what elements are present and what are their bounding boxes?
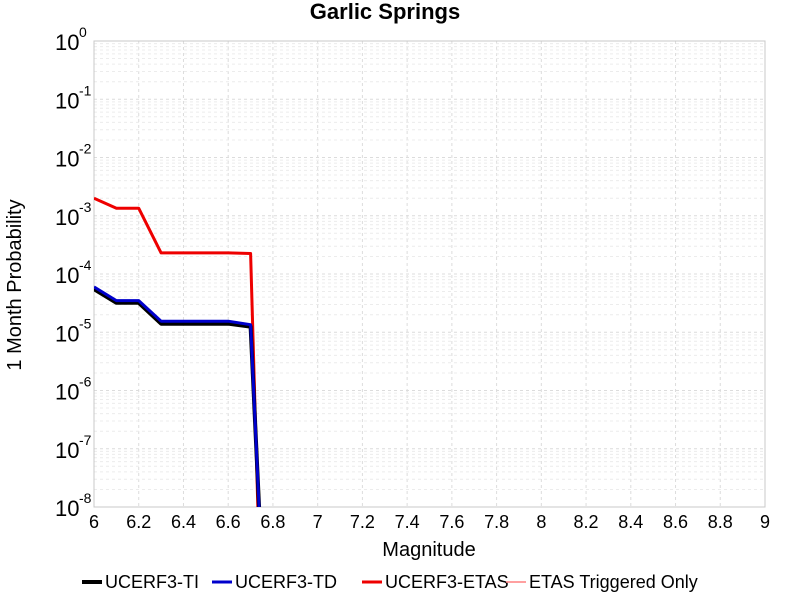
plot-frame bbox=[93, 40, 766, 508]
series-layer bbox=[94, 196, 262, 507]
legend: UCERF3-TI UCERF3-TD UCERF3-ETAS ETAS Trigge… bbox=[82, 572, 698, 592]
x-tick-label: 6.8 bbox=[260, 512, 285, 532]
x-tick-label: 8 bbox=[536, 512, 546, 532]
y-tick-base: 10 bbox=[55, 30, 79, 55]
y-tick-label: 10 -1 bbox=[55, 82, 92, 113]
y-tick-exponent: -2 bbox=[79, 141, 92, 157]
x-tick-label: 7.6 bbox=[439, 512, 464, 532]
x-tick-label: 6.4 bbox=[171, 512, 196, 532]
legend-label: UCERF3-TI bbox=[105, 572, 199, 592]
x-tick-label: 8.6 bbox=[663, 512, 688, 532]
y-tick-exponent: -6 bbox=[79, 374, 92, 390]
y-axis-label: 1 Month Probability bbox=[4, 199, 26, 370]
y-tick-exponent: -7 bbox=[79, 432, 92, 448]
x-tick-labels: 6 6.2 6.4 6.6 6.8 7 7.2 7.4 7.6 7.8 8 8.2 8.4 8.6 8.8 9 bbox=[89, 512, 770, 532]
x-tick-label: 7.8 bbox=[484, 512, 509, 532]
x-tick-label: 9 bbox=[760, 512, 770, 532]
y-tick-base: 10 bbox=[55, 205, 79, 230]
chart-title: Garlic Springs bbox=[310, 0, 460, 24]
y-tick-exponent: -3 bbox=[79, 199, 92, 215]
legend-label: UCERF3-ETAS bbox=[385, 572, 509, 592]
x-tick-label: 8.2 bbox=[574, 512, 599, 532]
y-tick-exponent: -4 bbox=[79, 257, 92, 273]
y-tick-exponent: -8 bbox=[79, 490, 92, 506]
y-tick-base: 10 bbox=[55, 147, 79, 172]
y-tick-label: 10 -8 bbox=[55, 490, 92, 521]
grid bbox=[93, 40, 766, 508]
legend-label: UCERF3-TD bbox=[235, 572, 337, 592]
y-tick-label: 10 -2 bbox=[55, 141, 92, 172]
legend-label: ETAS Triggered Only bbox=[529, 572, 698, 592]
y-tick-exponent: -1 bbox=[79, 82, 92, 98]
y-tick-label: 10 -6 bbox=[55, 374, 92, 405]
y-tick-base: 10 bbox=[55, 321, 79, 346]
series-line-ucerf3-etas bbox=[94, 196, 260, 507]
x-axis-label: Magnitude bbox=[382, 539, 475, 561]
series-line-ucerf3-ti bbox=[94, 287, 262, 507]
y-tick-base: 10 bbox=[55, 496, 79, 521]
y-tick-label: 10 -4 bbox=[55, 257, 92, 288]
y-tick-label: 10 -5 bbox=[55, 315, 92, 346]
x-tick-label: 6.6 bbox=[216, 512, 241, 532]
x-tick-label: 8.4 bbox=[618, 512, 643, 532]
y-tick-exponent: -5 bbox=[79, 315, 92, 331]
x-tick-label: 8.8 bbox=[708, 512, 733, 532]
y-tick-base: 10 bbox=[55, 263, 79, 288]
y-tick-base: 10 bbox=[55, 380, 79, 405]
y-tick-label: 10 -3 bbox=[55, 199, 92, 230]
x-tick-label: 7.4 bbox=[395, 512, 420, 532]
y-tick-label: 10 0 bbox=[55, 24, 87, 55]
x-tick-label: 7 bbox=[313, 512, 323, 532]
y-tick-exponent: 0 bbox=[79, 24, 87, 40]
x-tick-label: 7.2 bbox=[350, 512, 375, 532]
y-tick-base: 10 bbox=[55, 88, 79, 113]
series-line-ucerf3-td bbox=[94, 285, 261, 507]
y-tick-base: 10 bbox=[55, 438, 79, 463]
x-tick-label: 6.2 bbox=[126, 512, 151, 532]
x-tick-label: 6 bbox=[89, 512, 99, 532]
y-tick-label: 10 -7 bbox=[55, 432, 92, 463]
